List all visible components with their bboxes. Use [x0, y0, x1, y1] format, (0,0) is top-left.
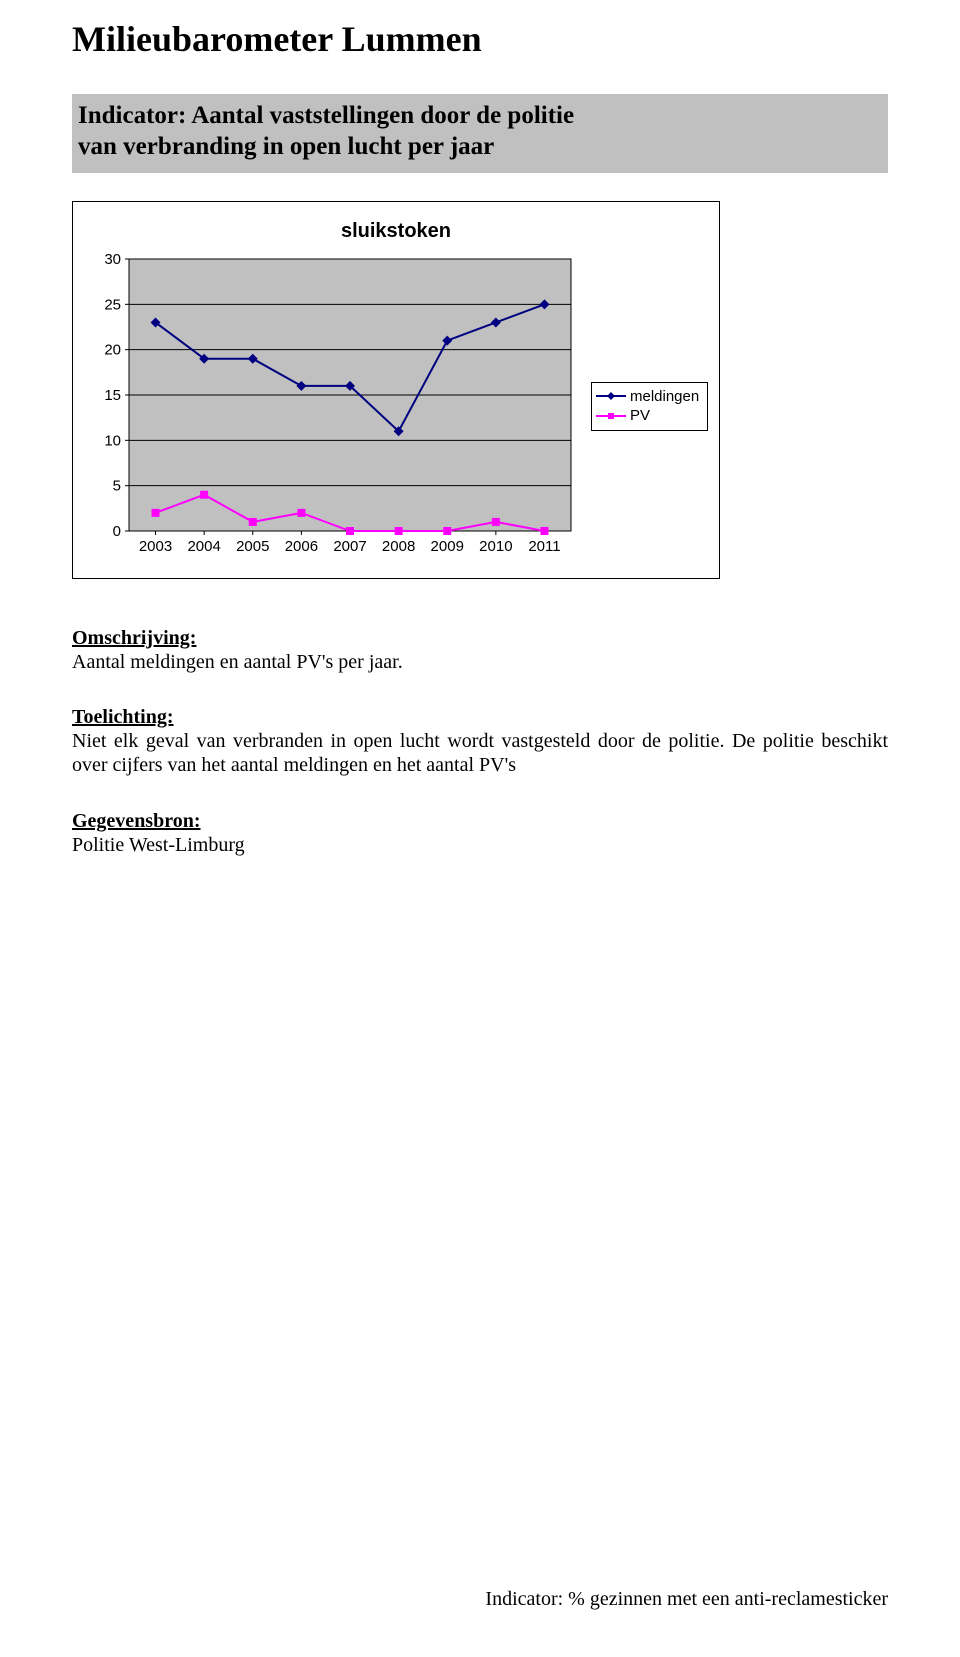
legend-item: PV	[596, 406, 699, 426]
svg-text:2005: 2005	[236, 538, 269, 555]
svg-text:10: 10	[104, 432, 121, 449]
chart-title: sluikstoken	[91, 220, 701, 243]
legend-label: meldingen	[630, 387, 699, 407]
footer-indicator: Indicator: % gezinnen met een anti-recla…	[485, 1588, 888, 1611]
svg-text:2009: 2009	[431, 538, 464, 555]
svg-text:0: 0	[113, 523, 121, 540]
toelichting-body: Niet elk geval van verbranden in open lu…	[72, 729, 888, 778]
indicator-line-1: Indicator: Aantal vaststellingen door de…	[78, 100, 882, 131]
chart-plot: 0 5 10 15 20 25 30 2003 2004 2005 2006 2007 2008 2009…	[91, 249, 581, 564]
omschrijving-body: Aantal meldingen en aantal PV's per jaar…	[72, 650, 888, 674]
svg-text:30: 30	[104, 251, 121, 268]
indicator-banner: Indicator: Aantal vaststellingen door de…	[72, 94, 888, 173]
svg-text:25: 25	[104, 296, 121, 313]
svg-text:5: 5	[113, 477, 121, 494]
legend-label: PV	[630, 406, 650, 426]
gegevensbron-body: Politie West-Limburg	[72, 833, 888, 857]
svg-text:2010: 2010	[479, 538, 512, 555]
line-chart-svg: 0 5 10 15 20 25 30 2003 2004 2005 2006 2007 2008 2009…	[91, 249, 581, 559]
toelichting-heading: Toelichting:	[72, 706, 888, 729]
svg-text:2011: 2011	[528, 538, 560, 555]
legend-swatch	[596, 410, 626, 422]
indicator-line-2: van verbranding in open lucht per jaar	[78, 131, 882, 162]
document-page: Milieubarometer Lummen Indicator: Aantal…	[0, 0, 960, 1657]
legend-item: meldingen	[596, 387, 699, 407]
svg-text:2003: 2003	[139, 538, 172, 555]
svg-text:2006: 2006	[285, 538, 318, 555]
chart-body: 0 5 10 15 20 25 30 2003 2004 2005 2006 2007 2008 2009…	[91, 249, 701, 564]
page-title: Milieubarometer Lummen	[72, 18, 888, 60]
svg-text:20: 20	[104, 341, 121, 358]
omschrijving-heading: Omschrijving:	[72, 627, 888, 650]
legend: meldingenPV	[591, 382, 708, 431]
svg-text:2004: 2004	[187, 538, 220, 555]
gegevensbron-heading: Gegevensbron:	[72, 810, 888, 833]
legend-swatch	[596, 390, 626, 402]
chart-container: sluikstoken 0 5 10 15 20 25 30 2003 2004 2005 2006…	[72, 201, 720, 579]
svg-text:2007: 2007	[333, 538, 366, 555]
svg-text:15: 15	[104, 387, 121, 404]
svg-text:2008: 2008	[382, 538, 415, 555]
